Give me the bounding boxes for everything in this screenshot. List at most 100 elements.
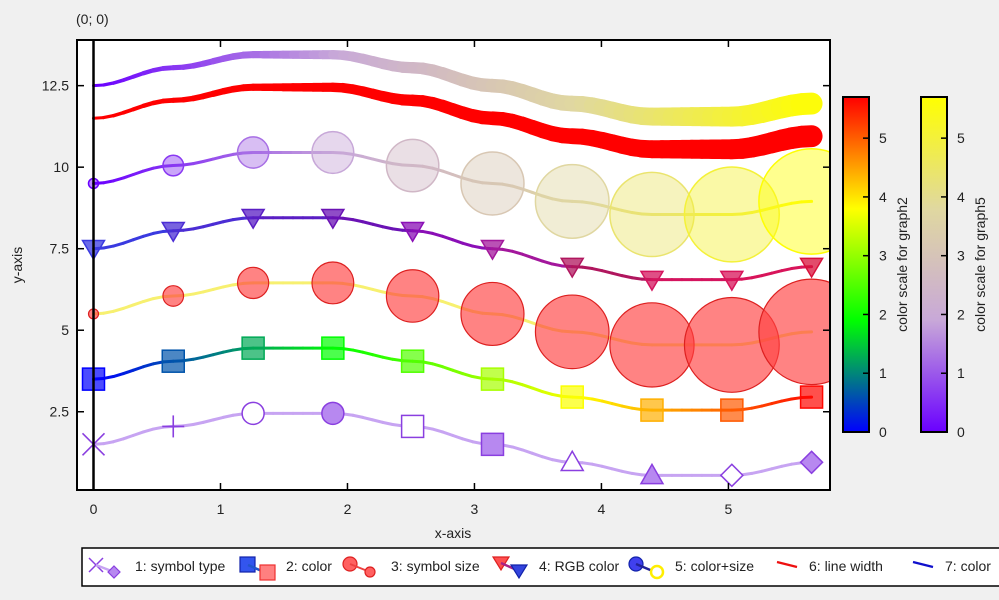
colorbar-tick-label: 3 (957, 248, 965, 264)
line-colorsize-segment (141, 166, 155, 173)
marker-size (162, 285, 185, 307)
marker-rgb-triangle (320, 208, 346, 230)
line-colorsize-segment (191, 160, 205, 166)
marker-colorsize (311, 130, 355, 175)
line-gradient-segment (371, 353, 385, 359)
x-axis-label: x-axis (435, 525, 472, 541)
line-rgb-segment (341, 216, 355, 222)
line-rgb-segment (510, 249, 524, 256)
line-symtype-segment (381, 420, 395, 427)
marker-square (480, 432, 505, 457)
line-colorsize-segment (760, 206, 774, 212)
line-rgb-segment (211, 220, 225, 226)
line-size-segment (181, 292, 195, 297)
line-rgb-segment (351, 218, 365, 224)
line-gradient-segment (431, 362, 445, 369)
colorbar-tick-label: 4 (879, 189, 887, 205)
line-rgb-segment (391, 227, 405, 232)
legend-box (81, 547, 999, 587)
line-rgb-segment (580, 265, 594, 271)
marker-square (400, 414, 425, 439)
y-tick-label: 2.5 (50, 404, 70, 420)
line-colorsize-segment (381, 160, 395, 166)
line-symtype-segment (191, 420, 205, 427)
corner-label: (0; 0) (76, 11, 109, 27)
line-size-segment (101, 309, 115, 315)
line-symtype-segment (630, 471, 644, 477)
legend-circle-icon (649, 564, 665, 580)
line-colorsize-segment (151, 164, 165, 170)
line-colorsize-segment (411, 164, 425, 168)
line-gradient-segment (451, 368, 465, 376)
marker-triangle (559, 449, 585, 472)
line-rgb-segment (630, 276, 644, 281)
colorbar-tick-label: 5 (879, 130, 887, 146)
line-rgb-segment (620, 274, 634, 280)
line-gradient-segment (610, 402, 624, 408)
line-rgb-segment (770, 269, 784, 275)
line-colorsize-segment (480, 181, 494, 185)
line-symtype-segment (121, 433, 135, 441)
line-gradient-segment (510, 380, 524, 387)
marker-color-square (400, 349, 425, 373)
marker-colorsize (534, 163, 610, 239)
line-rgb-segment (151, 229, 165, 235)
axis-layer: 0 1 2 3 4 5 2.5 5 7.5 10 12.5 (42, 40, 830, 517)
line-colorsize-segment (201, 157, 215, 164)
line-gradient-segment (191, 355, 205, 361)
line-gradient-segment (111, 372, 125, 379)
marker-diamond (799, 450, 824, 475)
series-group (81, 49, 830, 488)
line-rgb-segment (221, 218, 235, 224)
line-size-segment (221, 283, 235, 289)
y-axis-label: y-axis (9, 247, 25, 284)
colorbar-layer: 0 1 2 3 4 5 color scale for graph2 0 1 2 3 4 5 color … (842, 96, 988, 440)
line-gradient-segment (381, 355, 395, 361)
line-size-segment (131, 300, 145, 307)
colorbar-label: color scale for graph5 (972, 197, 988, 332)
line-colorsize-segment (540, 194, 554, 201)
line-colorsize-segment (421, 164, 435, 170)
legend-label: 4: RGB color (539, 558, 619, 574)
line-colorsize-segment (740, 211, 754, 216)
line-symtype-segment (221, 413, 235, 419)
marker-color-square (161, 349, 186, 373)
line-rgb-segment (471, 244, 484, 250)
line-colorsize-segment (780, 201, 794, 207)
line-size-segment (151, 295, 165, 301)
line-gradient-segment (461, 372, 475, 379)
line-size-segment (121, 303, 135, 310)
line-rgb-segment (750, 274, 764, 280)
line-colorsize-segment (111, 176, 125, 183)
line-rgb-segment (361, 220, 375, 226)
line-gradient-segment (141, 362, 155, 369)
plot-frame (76, 39, 831, 491)
line-rgb-segment (371, 222, 385, 229)
line-size-segment (191, 290, 205, 296)
line-colorsize-segment (630, 211, 644, 216)
marker-rgb-triangle (639, 270, 665, 292)
marker-size (609, 302, 695, 388)
line-gradient-segment (520, 383, 534, 390)
line-size-segment (371, 287, 385, 294)
colorbar-2 (920, 96, 948, 433)
legend-line-icon (776, 560, 798, 569)
marker-diamond (719, 463, 744, 488)
line-symtype-segment (760, 467, 774, 473)
line-symtype-segment (441, 430, 455, 437)
colorbar-tick-label: 0 (879, 424, 887, 440)
line-colorsize-segment (161, 164, 175, 168)
line-gradient-segment (760, 402, 774, 408)
line-gradient-segment (530, 386, 544, 394)
marker-size (385, 269, 440, 323)
colorbar-tick-label: 5 (957, 130, 965, 146)
line-symtype-segment (620, 469, 634, 475)
line-symtype-segment (361, 415, 375, 422)
line-gradient-segment (441, 365, 455, 372)
marker-size (460, 281, 525, 347)
line-symtype-segment (351, 413, 365, 419)
line-rgb-segment (441, 234, 455, 242)
line-gradient-segment (750, 404, 764, 410)
line-colorsize-segment (530, 190, 544, 198)
